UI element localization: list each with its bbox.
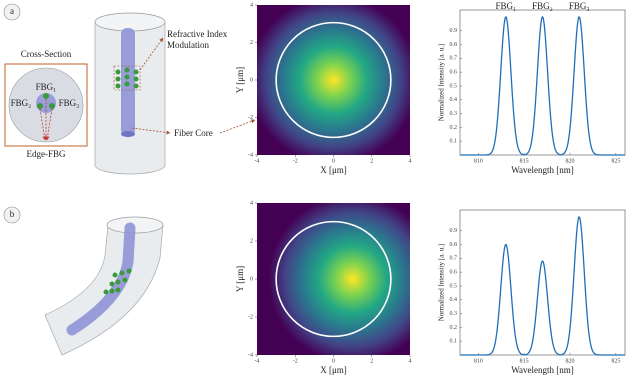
y-tick-label: 0.2	[450, 325, 458, 331]
panel-a-badge: a	[3, 3, 21, 21]
y-tick-label: 0.6	[450, 270, 458, 276]
x-tick-label: 810	[474, 358, 483, 364]
y-tick-label: 0.5	[450, 283, 458, 289]
panel-label: b	[10, 209, 15, 219]
cross-section-title: Cross-Section	[21, 49, 72, 59]
core-boundary	[275, 21, 392, 139]
plot-frame	[459, 9, 626, 156]
y-tick-label: 4	[250, 2, 253, 8]
x-tick-label: 2	[370, 158, 373, 164]
modulation-arrow	[139, 37, 164, 71]
y-tick-label: 2	[250, 238, 253, 244]
spectrum-peak	[460, 243, 525, 356]
x-tick-label: 4	[409, 358, 412, 364]
x-tick-label: 2	[370, 358, 373, 364]
fbg-label: FBG₃	[59, 98, 80, 108]
x-tick-label: 825	[611, 358, 620, 364]
grating-dot	[43, 93, 49, 99]
x-tick-label: -2	[293, 358, 298, 364]
x-tick-label: 820	[566, 158, 575, 164]
y-tick-label: 0	[250, 276, 253, 282]
modulation-label: Modulation	[167, 40, 209, 50]
y-axis-label: Y [μm]	[235, 266, 245, 292]
peak-annotation: FBG₂	[532, 1, 553, 11]
y-tick-label: 0.5	[450, 83, 458, 89]
panel-b-badge: b	[3, 206, 21, 224]
spectrum-peak	[524, 260, 561, 356]
y-tick-label: 0.8	[450, 242, 458, 248]
y-tick-label: 0.4	[450, 97, 458, 103]
y-tick-label: 0.4	[450, 297, 458, 303]
fiber-core-label: Fiber Core	[174, 128, 213, 138]
x-tick-label: -4	[255, 158, 260, 164]
x-axis-label: X [μm]	[320, 365, 347, 375]
spectrum-peak	[560, 216, 625, 356]
y-tick-label: 0	[250, 77, 253, 83]
x-tick-label: 4	[409, 158, 412, 164]
y-tick-label: 0.9	[450, 28, 458, 34]
x-tick-label: 0	[332, 358, 335, 364]
y-tick-label: 0.2	[450, 125, 458, 131]
fbg-label: FBG₁	[36, 82, 57, 92]
x-tick-label: 810	[474, 158, 483, 164]
y-tick-label: 0.9	[450, 228, 458, 234]
core-arrow	[219, 119, 256, 134]
panel-label: a	[10, 6, 14, 16]
y-tick-label: 0.8	[450, 42, 458, 48]
core-boundary	[275, 220, 392, 338]
y-tick-label: 0.7	[450, 56, 458, 62]
x-tick-label: -2	[293, 158, 298, 164]
intensity-field	[257, 5, 410, 155]
y-tick-label: -2	[248, 314, 253, 320]
straight-fiber	[94, 12, 166, 175]
x-tick-label: 820	[566, 358, 575, 364]
x-axis-label: X [μm]	[320, 165, 347, 175]
spectrum-peak	[524, 16, 561, 156]
x-tick-label: 815	[520, 158, 529, 164]
fbg-label: FBG₂	[11, 98, 32, 108]
peak-annotation: FBG₃	[569, 1, 590, 11]
x-tick-label: 0	[332, 158, 335, 164]
spectrum-peak	[560, 16, 625, 156]
y-tick-label: 2	[250, 40, 253, 46]
grating-dot	[37, 103, 43, 109]
y-tick-label: -2	[248, 115, 253, 121]
edge-fbg-label: Edge-FBG	[27, 149, 66, 159]
y-tick-label: -4	[248, 352, 253, 358]
y-tick-label: 0.1	[450, 139, 458, 145]
intensity-field	[257, 203, 410, 355]
core-arrow	[131, 127, 171, 135]
y-tick-label: 0.3	[450, 311, 458, 317]
grating-dot	[49, 103, 55, 109]
y-tick-label: 0.1	[450, 339, 458, 345]
x-tick-label: 825	[611, 158, 620, 164]
y-tick-label: 4	[250, 200, 253, 206]
y-tick-label: 0.6	[450, 70, 458, 76]
y-axis-label: Y [μm]	[235, 67, 245, 93]
x-tick-label: -4	[255, 358, 260, 364]
x-tick-label: 815	[520, 358, 529, 364]
y-tick-label: 0.3	[450, 111, 458, 117]
y-axis-label: Normalized Intensity [a. u.]	[438, 44, 446, 122]
spectrum-peak	[460, 16, 525, 156]
edge-arrows	[39, 99, 53, 141]
bent-fiber	[44, 216, 164, 356]
plot-frame	[459, 209, 626, 356]
peak-annotation: FBG₁	[496, 1, 517, 11]
y-tick-label: -4	[248, 152, 253, 158]
x-axis-label: Wavelength [nm]	[511, 165, 574, 175]
x-axis-label: Wavelength [nm]	[511, 365, 574, 375]
modulation-label: Refractive Index	[167, 29, 228, 39]
y-axis-label: Normalized Intensity [a. u.]	[438, 244, 446, 322]
cross-section-box	[4, 63, 88, 147]
y-tick-label: 0.7	[450, 256, 458, 262]
